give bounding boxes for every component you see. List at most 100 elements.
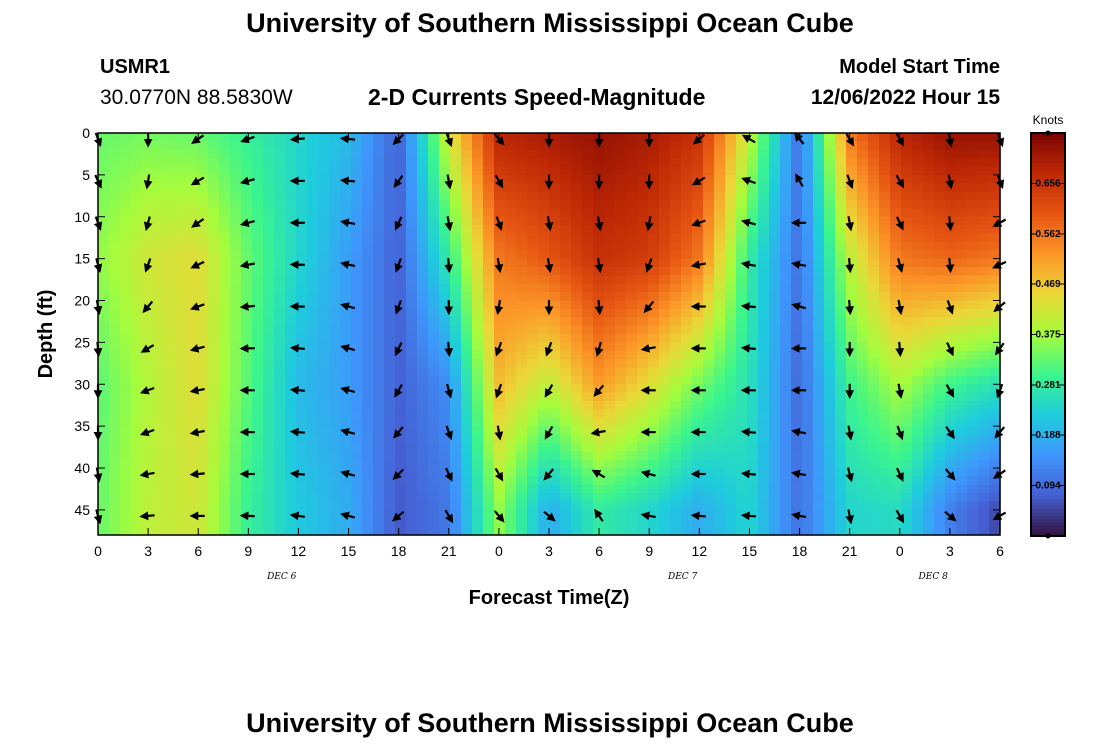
heatmap-cell bbox=[956, 501, 968, 511]
heatmap-cell bbox=[802, 375, 814, 385]
heatmap-cell bbox=[329, 484, 341, 494]
heatmap-cell bbox=[637, 275, 649, 285]
heatmap-cell bbox=[769, 149, 781, 159]
heatmap-cell bbox=[978, 375, 990, 385]
heatmap-cell bbox=[175, 208, 187, 218]
heatmap-cell bbox=[681, 300, 693, 310]
current-vector-arrow bbox=[945, 216, 955, 232]
heatmap-cell bbox=[681, 459, 693, 469]
heatmap-cell bbox=[901, 158, 913, 168]
heatmap-cell bbox=[934, 241, 946, 251]
heatmap-cell bbox=[439, 233, 451, 243]
heatmap-cell bbox=[769, 158, 781, 168]
heatmap-cell bbox=[461, 208, 473, 218]
heatmap-cell bbox=[967, 183, 979, 193]
heatmap-cell bbox=[857, 191, 869, 201]
heatmap-cell bbox=[780, 133, 792, 142]
heatmap-cell bbox=[307, 518, 319, 528]
heatmap-cell bbox=[362, 166, 374, 176]
heatmap-cell bbox=[318, 166, 330, 176]
heatmap-cell bbox=[791, 166, 803, 176]
heatmap-cell bbox=[109, 401, 121, 410]
heatmap-cell bbox=[472, 334, 484, 343]
heatmap-cell bbox=[681, 174, 693, 184]
heatmap-cell bbox=[692, 283, 704, 293]
heatmap-cell bbox=[142, 409, 154, 419]
heatmap-cell bbox=[659, 401, 671, 410]
heatmap-cell bbox=[714, 451, 726, 461]
heatmap-cell bbox=[736, 476, 748, 486]
heatmap-cell bbox=[571, 292, 583, 302]
current-vector-arrow bbox=[591, 469, 606, 479]
heatmap-cell bbox=[230, 350, 242, 360]
heatmap-cell bbox=[219, 484, 231, 494]
heatmap-cell bbox=[912, 250, 924, 260]
heatmap-cell bbox=[340, 225, 352, 235]
heatmap-cell bbox=[615, 417, 627, 427]
heatmap-cell bbox=[527, 308, 539, 318]
heatmap-cell bbox=[956, 133, 968, 142]
heatmap-cell bbox=[461, 359, 473, 369]
heatmap-cell bbox=[252, 300, 264, 310]
heatmap-cell bbox=[285, 174, 297, 184]
heatmap-cell bbox=[351, 501, 363, 511]
heatmap-cell bbox=[626, 518, 638, 528]
heatmap-cell bbox=[505, 241, 517, 251]
heatmap-cell bbox=[439, 275, 451, 285]
heatmap-cell bbox=[241, 451, 253, 461]
heatmap-cell bbox=[670, 359, 682, 369]
heatmap-cell bbox=[527, 158, 539, 168]
heatmap-cell bbox=[527, 501, 539, 511]
heatmap-cell bbox=[989, 308, 1001, 318]
heatmap-cell bbox=[582, 401, 594, 410]
heatmap-cell bbox=[835, 509, 847, 519]
heatmap-cell bbox=[681, 183, 693, 193]
heatmap-cell bbox=[747, 468, 759, 477]
heatmap-cell bbox=[714, 493, 726, 503]
heatmap-cell bbox=[428, 451, 440, 461]
heatmap-cell bbox=[208, 459, 220, 469]
heatmap-cell bbox=[934, 409, 946, 419]
heatmap-cell bbox=[879, 225, 891, 235]
heatmap-cell bbox=[505, 401, 517, 410]
heatmap-cell bbox=[626, 208, 638, 218]
heatmap-cell bbox=[318, 434, 330, 444]
heatmap-cell bbox=[472, 325, 484, 335]
heatmap-cell bbox=[351, 401, 363, 410]
heatmap-cell bbox=[747, 216, 759, 226]
heatmap-cell bbox=[131, 484, 143, 494]
x-tick-label: 9 bbox=[244, 543, 252, 559]
heatmap-cell bbox=[307, 409, 319, 419]
heatmap-cell bbox=[791, 317, 803, 327]
heatmap-cell bbox=[835, 133, 847, 142]
heatmap-cell bbox=[274, 350, 286, 360]
heatmap-cell bbox=[131, 375, 143, 385]
heatmap-cell bbox=[736, 241, 748, 251]
heatmap-cell bbox=[98, 493, 110, 503]
heatmap-cell bbox=[912, 401, 924, 410]
heatmap-cell bbox=[780, 267, 792, 276]
heatmap-cell bbox=[549, 258, 561, 268]
heatmap-cell bbox=[846, 334, 858, 343]
heatmap-cell bbox=[648, 526, 660, 536]
heatmap-cell bbox=[549, 459, 561, 469]
heatmap-cell bbox=[98, 200, 110, 209]
heatmap-cell bbox=[483, 401, 495, 410]
heatmap-cell bbox=[659, 233, 671, 243]
heatmap-cell bbox=[725, 233, 737, 243]
heatmap-cell bbox=[384, 174, 396, 184]
heatmap-cell bbox=[175, 292, 187, 302]
heatmap-cell bbox=[901, 367, 913, 377]
heatmap-cell bbox=[307, 216, 319, 226]
heatmap-cell bbox=[516, 359, 528, 369]
heatmap-cell bbox=[164, 275, 176, 285]
heatmap-cell bbox=[274, 267, 286, 276]
heatmap-cell bbox=[274, 183, 286, 193]
heatmap-cell bbox=[703, 509, 715, 519]
heatmap-cell bbox=[714, 283, 726, 293]
heatmap-cell bbox=[571, 174, 583, 184]
heatmap-cell bbox=[120, 451, 132, 461]
heatmap-cell bbox=[417, 183, 429, 193]
heatmap-cell bbox=[373, 216, 385, 226]
heatmap-cell bbox=[274, 216, 286, 226]
